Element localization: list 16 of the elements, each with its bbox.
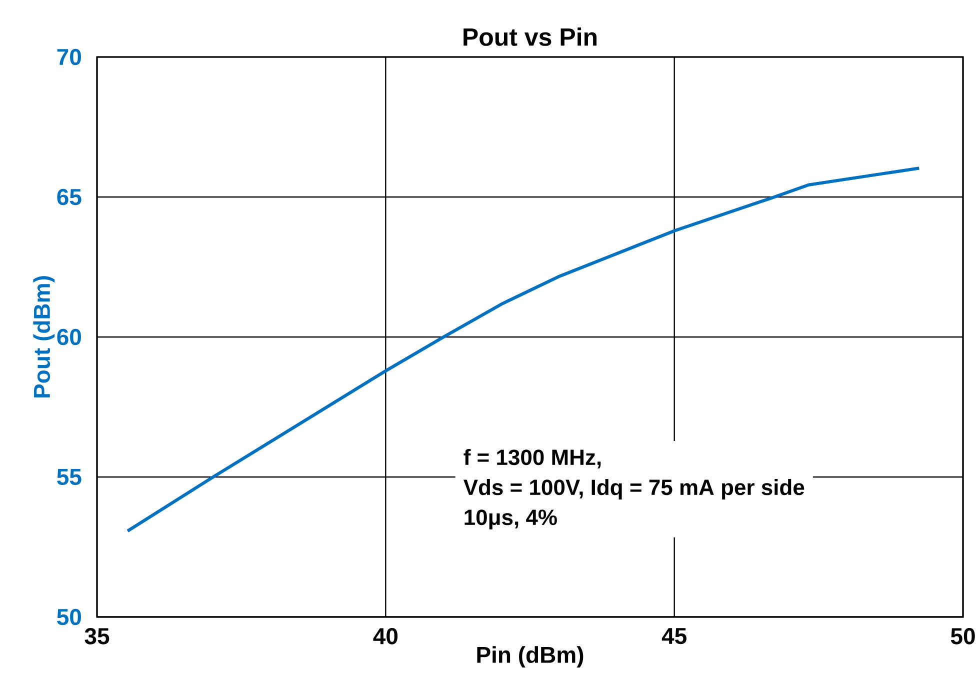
y-axis-title: Pout (dBm) bbox=[33, 276, 55, 398]
chart-title: Pout vs Pin bbox=[464, 28, 596, 46]
y-tick-label: 65 bbox=[57, 188, 82, 206]
annotation: f = 1300 MHz, bbox=[464, 448, 601, 468]
x-tick-label: 35 bbox=[84, 628, 110, 644]
x-tick-label: 40 bbox=[373, 628, 398, 644]
y-tick-label: 50 bbox=[57, 608, 81, 626]
x-tick-label: 50 bbox=[950, 628, 975, 644]
x-tick-label: 45 bbox=[662, 628, 686, 644]
line-series bbox=[126, 166, 921, 533]
x-axis-title: Pin (dBm) bbox=[477, 646, 584, 668]
annotation: 10μs, 4% bbox=[464, 510, 557, 530]
y-tick-label: 55 bbox=[57, 468, 82, 486]
annotation: Vds = 100V, Idq = 75 mA per side bbox=[464, 478, 804, 500]
y-tick-label: 60 bbox=[57, 328, 81, 346]
y-tick-label: 70 bbox=[57, 48, 81, 66]
